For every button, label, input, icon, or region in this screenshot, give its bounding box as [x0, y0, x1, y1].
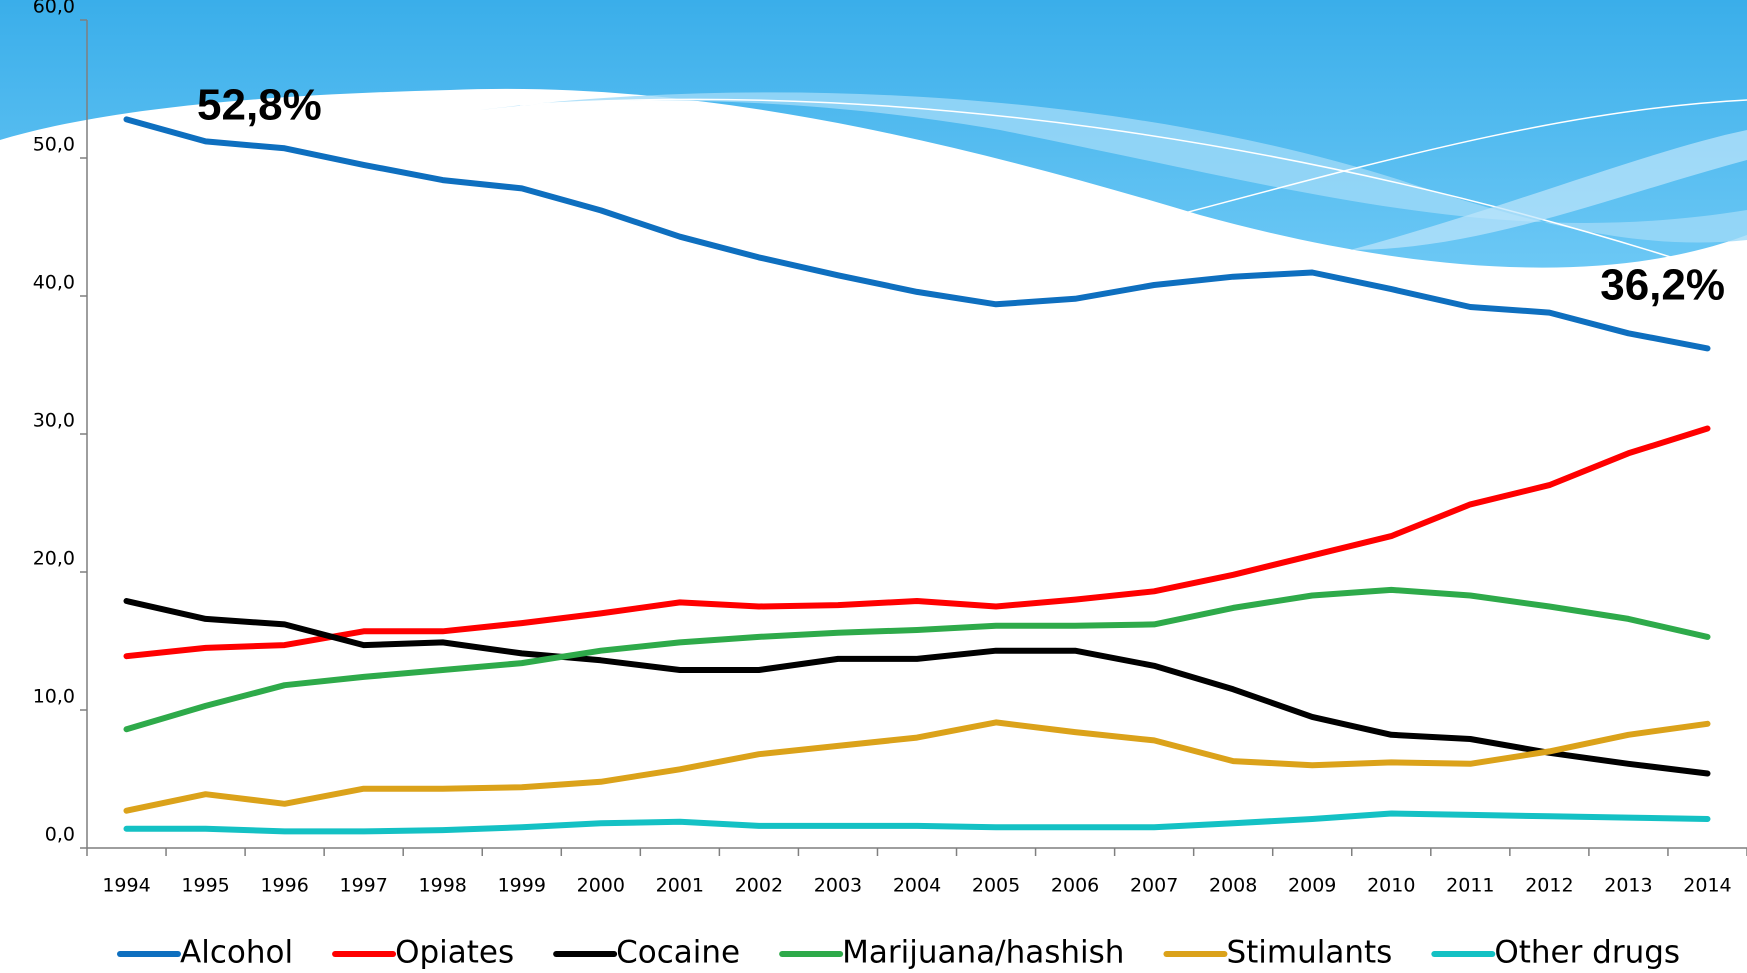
x-tick-label: 2013: [1604, 875, 1652, 897]
series-line: [123, 586, 1711, 733]
y-tick-label: 40,0: [33, 272, 75, 294]
x-tick-label: 1998: [419, 875, 467, 897]
y-tick-label: 60,0: [33, 0, 75, 18]
y-tick-label: 0,0: [45, 824, 75, 846]
x-tick-label: 1996: [260, 875, 308, 897]
series-line: [123, 719, 1711, 814]
annotation: 52,8%: [197, 81, 322, 130]
annotation: 36,2%: [1600, 261, 1725, 310]
legend-label: Opiates: [395, 935, 514, 971]
series-line: [123, 116, 1711, 352]
x-tick-label: 2011: [1446, 875, 1494, 897]
x-tick-label: 1994: [102, 875, 150, 897]
x-tick-label: 2012: [1525, 875, 1573, 897]
y-tick-label: 20,0: [33, 548, 75, 570]
legend-label: Cocaine: [616, 935, 740, 971]
legend-label: Alcohol: [180, 935, 293, 971]
y-tick-label: 10,0: [33, 686, 75, 708]
legend-label: Stimulants: [1226, 935, 1392, 971]
x-tick-label: 2008: [1209, 875, 1257, 897]
x-tick-label: 2004: [893, 875, 941, 897]
x-tick-label: 2003: [814, 875, 862, 897]
x-tick-label: 2009: [1288, 875, 1336, 897]
background-wave: [0, 0, 1747, 268]
series-line: [123, 425, 1711, 660]
series-line: [123, 810, 1711, 835]
x-tick-label: 2010: [1367, 875, 1415, 897]
x-tick-label: 1997: [339, 875, 387, 897]
x-tick-label: 2014: [1683, 875, 1731, 897]
x-tick-label: 2002: [735, 875, 783, 897]
series-line: [123, 598, 1711, 777]
legend-label: Marijuana/hashish: [842, 935, 1124, 971]
plot-area: 0,0 10,0 20,0 30,0 40,0 50,0 60,0 1994 1995 1996 1…: [33, 0, 1747, 971]
x-tick-label: 2000: [577, 875, 625, 897]
x-tick-label: 2006: [1051, 875, 1099, 897]
x-tick-label: 1999: [498, 875, 546, 897]
x-tick-label: 1995: [181, 875, 229, 897]
x-tick-label: 2007: [1130, 875, 1178, 897]
x-tick-label: 2001: [656, 875, 704, 897]
x-tick-label: 2005: [972, 875, 1020, 897]
y-tick-label: 50,0: [33, 134, 75, 156]
y-tick-label: 30,0: [33, 410, 75, 432]
legend-label: Other drugs: [1494, 935, 1680, 971]
